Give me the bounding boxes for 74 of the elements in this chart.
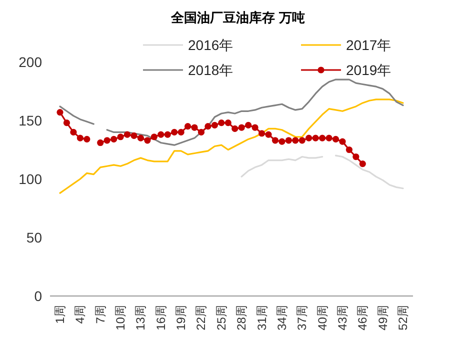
x-tick-label: 40周: [315, 305, 330, 330]
point: [252, 124, 258, 131]
point: [285, 137, 292, 144]
x-tick-label: 4周: [73, 305, 88, 324]
point: [150, 134, 158, 140]
point: [318, 134, 326, 142]
point: [178, 128, 184, 136]
x-tick-label: 28周: [234, 305, 249, 330]
point: [124, 131, 131, 138]
y-tick-label: 100: [18, 171, 42, 187]
point: [117, 134, 124, 140]
y-tick-label: 150: [18, 112, 42, 128]
x-tick-label: 31周: [254, 305, 269, 330]
point: [171, 128, 178, 136]
x-tick-label: 49周: [376, 305, 390, 330]
point: [232, 125, 238, 132]
x-tick-label: 10周: [114, 305, 128, 330]
point: [84, 136, 90, 143]
x-tick-label: 1周: [53, 305, 67, 324]
point: [211, 122, 218, 128]
point: [184, 123, 192, 130]
x-tick-label: 22周: [194, 305, 208, 330]
x-tick-label: 52周: [396, 305, 410, 330]
point: [332, 136, 340, 143]
x-tick-label: 16周: [154, 305, 168, 330]
point: [104, 137, 110, 144]
x-tick-label: 19周: [174, 305, 188, 330]
point: [158, 131, 164, 138]
point: [278, 138, 286, 145]
legend-label: 2019年: [346, 62, 392, 78]
point: [110, 136, 118, 143]
x-tick-label: 7周: [93, 305, 108, 324]
point: [164, 131, 171, 138]
point: [144, 137, 151, 144]
point: [191, 124, 198, 131]
point: [258, 130, 266, 137]
legend-label: 2017年: [346, 37, 392, 53]
point: [298, 137, 306, 144]
point: [312, 134, 319, 142]
point: [218, 120, 225, 126]
point: [137, 134, 144, 142]
x-tick-label: 34周: [274, 305, 289, 330]
x-tick-label: 46周: [356, 305, 370, 330]
point: [97, 139, 104, 146]
point: [272, 137, 279, 144]
point: [76, 134, 84, 142]
x-tick-label: 37周: [295, 305, 310, 330]
line-series: [59, 98, 404, 194]
point: [339, 138, 346, 145]
point: [306, 134, 312, 142]
point: [346, 146, 352, 154]
point: [265, 131, 272, 138]
y-tick-label: 50: [26, 230, 42, 246]
chart-title: 全国油厂豆油库存 万吨: [170, 10, 305, 25]
x-tick-label: 13周: [134, 305, 148, 330]
point: [359, 160, 366, 168]
legend-label: 2018年: [188, 62, 234, 78]
point: [326, 134, 332, 142]
point: [224, 120, 232, 126]
point: [70, 128, 77, 136]
y-tick-label: 200: [18, 54, 42, 70]
point: [352, 153, 360, 160]
point: [56, 109, 64, 116]
point: [204, 123, 212, 130]
point: [130, 132, 138, 140]
y-tick-label: 0: [34, 288, 42, 304]
x-tick-label: 25周: [214, 305, 228, 330]
point: [292, 137, 299, 144]
point: [63, 120, 70, 126]
point: [238, 124, 245, 131]
point: [245, 122, 252, 128]
x-tick-label: 43周: [335, 305, 350, 330]
point: [198, 128, 205, 136]
legend-label: 2016年: [188, 37, 234, 53]
